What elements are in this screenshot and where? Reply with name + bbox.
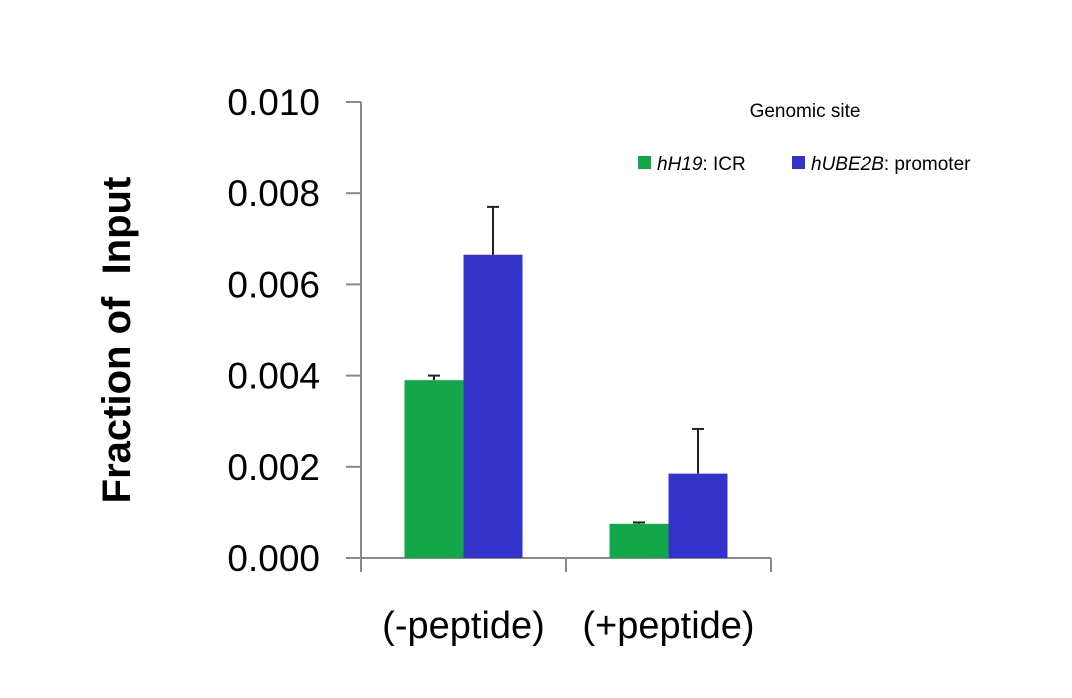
bar [463,254,523,558]
y-axis-label: Fraction of Input [95,177,139,504]
y-tick-label: 0.004 [227,356,320,397]
legend-swatch [792,156,805,169]
bar [668,473,728,558]
category-labels: (-peptide) (+peptide) [382,605,754,647]
legend: Genomic site hH19: ICR hUBE2B: promoter [638,101,971,175]
category-label: (-peptide) [382,605,545,647]
legend-label: hUBE2B: promoter [811,154,971,175]
y-axis [346,101,362,559]
y-tick-labels: 0.000 0.002 0.004 0.006 0.008 0.010 [227,82,320,579]
legend-title: Genomic site [750,101,861,122]
x-axis [360,557,772,572]
y-tick-label: 0.002 [227,447,320,488]
y-tick-label: 0.000 [227,538,320,579]
y-tick-label: 0.010 [227,82,320,123]
y-tick-label: 0.006 [227,264,320,305]
bar [609,523,669,558]
y-tick-label: 0.008 [227,173,320,214]
error-bars [428,205,704,524]
legend-swatch [638,156,651,169]
bar [404,380,464,558]
legend-label: hH19: ICR [657,154,746,175]
bars [404,254,728,558]
category-label: (+peptide) [582,605,754,647]
